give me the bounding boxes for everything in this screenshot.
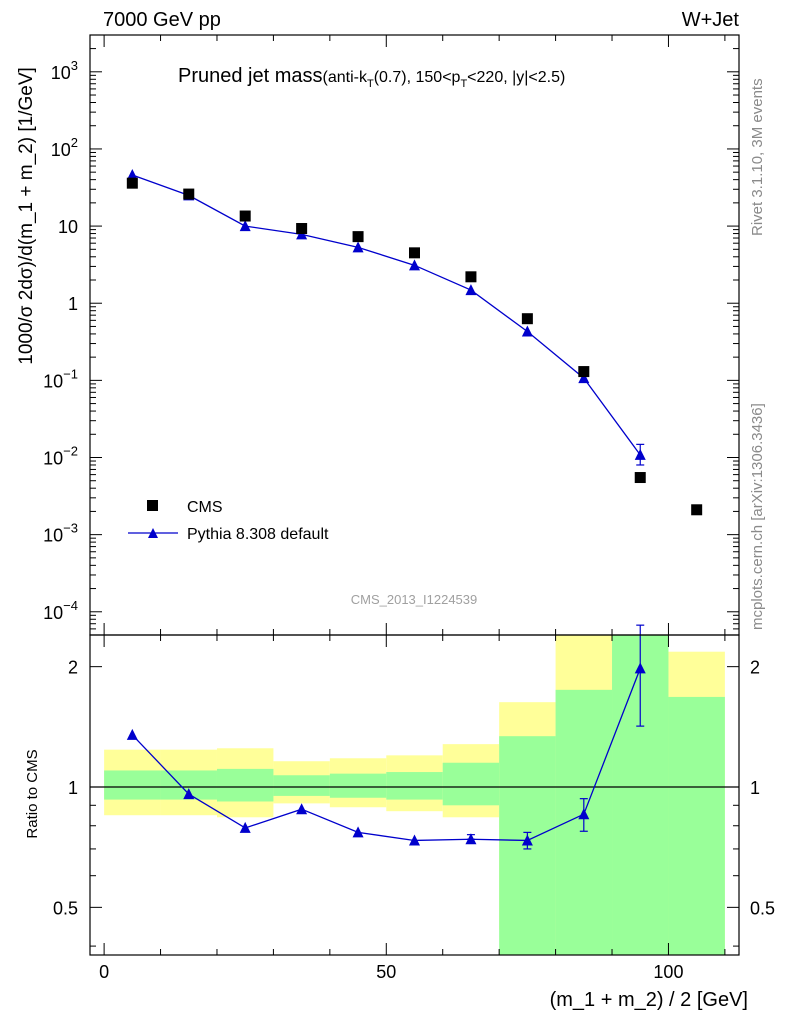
- ratio-pythia-point: [634, 662, 646, 674]
- ratio-panel-frame: [89, 634, 740, 956]
- cms-point: [465, 271, 477, 283]
- cms-point: [409, 247, 420, 259]
- ratio-y-tick-label-right: 0.5: [750, 898, 775, 918]
- cms-point: [352, 231, 364, 243]
- plot-title: Pruned jet mass(anti-kT(0.7), 150<pT<220…: [178, 65, 565, 90]
- ratio-pythia-point: [578, 808, 590, 820]
- pythia-point: [521, 325, 533, 337]
- x-tick-label: 100: [653, 962, 683, 982]
- main-y-tick-label-exponent: 3: [71, 58, 78, 73]
- ratio-y-tick-label-left: 1: [68, 778, 78, 798]
- main-y-tick-label-exponent: −3: [63, 521, 78, 536]
- main-y-tick-label: 10−4: [43, 598, 78, 623]
- main-y-tick-label: 1: [68, 294, 78, 314]
- mcplots-info: mcplots.cern.ch [arXiv:1306.3436]: [749, 403, 766, 630]
- analysis-watermark: CMS_2013_I1224539: [351, 592, 478, 607]
- main-y-tick-label-base: 10: [51, 63, 71, 83]
- energy-label: 7000 GeV pp: [103, 9, 221, 31]
- pythia-point: [239, 220, 251, 232]
- cms-point: [183, 188, 195, 200]
- ratio-pythia-point: [126, 728, 138, 740]
- main-y-tick-label: 10−2: [43, 444, 78, 469]
- cms-point: [634, 472, 646, 484]
- main-y-tick-label: 10−3: [43, 521, 78, 546]
- rivet-info: Rivet 3.1.10, 3M events: [749, 78, 766, 236]
- main-y-tick-label: 102: [51, 135, 78, 160]
- ratio-pythia-point: [296, 803, 308, 815]
- title-sub-b-sub: T: [460, 78, 467, 90]
- ratio-data-series: [126, 624, 646, 850]
- ratio-band-green: [442, 762, 500, 806]
- cms-point: [521, 313, 533, 325]
- title-sub-a: (anti-k: [323, 69, 368, 86]
- ratio-band-green: [386, 772, 443, 800]
- ratio-y-tick-label-left: 0.5: [53, 898, 78, 918]
- legend-pythia-label: Pythia 8.308 default: [187, 526, 329, 543]
- cms-point: [126, 177, 138, 189]
- cms-point: [578, 366, 590, 378]
- main-y-tick-label: 10: [58, 217, 78, 237]
- main-y-tick-label-base: 10: [43, 371, 63, 391]
- main-y-tick-label-base: 10: [43, 526, 63, 546]
- ratio-y-tick-label-right: 2: [750, 658, 760, 678]
- ratio-pythia-point: [239, 821, 251, 833]
- ratio-y-tick-label-left: 2: [68, 658, 78, 678]
- main-y-tick-label-exponent: 2: [71, 135, 78, 150]
- process-label: W+Jet: [682, 9, 740, 31]
- pythia-point: [409, 259, 420, 271]
- main-y-tick-label-exponent: −2: [63, 444, 78, 459]
- title-sub-b: (0.7), 150<p: [374, 69, 461, 86]
- title-sub-a-sub: T: [367, 78, 374, 90]
- pythia-line: [132, 174, 641, 456]
- ratio-pythia-point: [183, 788, 195, 800]
- pythia-point: [126, 168, 138, 180]
- pythia-point: [352, 241, 364, 253]
- main-y-tick-label-base: 10: [51, 140, 71, 160]
- ratio-band-green: [668, 696, 725, 955]
- legend-cms-marker: [147, 500, 158, 511]
- cms-point: [239, 210, 251, 222]
- ratio-band-green: [273, 775, 330, 796]
- title-main: Pruned jet mass: [178, 65, 323, 87]
- main-data-series: [126, 168, 703, 516]
- cms-point: [691, 504, 703, 516]
- x-tick-label: 0: [99, 962, 109, 982]
- pythia-point: [465, 284, 477, 296]
- main-y-tick-label: 103: [51, 58, 78, 83]
- ratio-axis-ticks: 0.5 0.5 1 1 2 2 0 50 100: [53, 635, 775, 982]
- main-y-axis-label: 1000/σ 2dσ)/d(m_1 + m_2) [1/GeV]: [16, 67, 37, 365]
- ratio-pythia-point: [409, 834, 420, 846]
- ratio-band-green: [104, 770, 161, 800]
- ratio-y-tick-label-right: 1: [750, 778, 760, 798]
- legend: CMS Pythia 8.308 default: [128, 499, 329, 543]
- pythia-point: [578, 372, 590, 384]
- x-axis-label: (m_1 + m_2) / 2 [GeV]: [550, 989, 748, 1011]
- main-y-tick-label: 10−1: [43, 366, 78, 391]
- main-y-tick-label-base: 10: [43, 449, 63, 469]
- ratio-uncertainty-bands: [90, 635, 739, 955]
- main-y-tick-label-exponent: −4: [63, 598, 78, 613]
- ratio-band-green: [329, 773, 387, 798]
- ratio-pythia-point: [521, 834, 533, 846]
- main-y-tick-label-base: 10: [43, 603, 63, 623]
- main-panel-frame: [89, 34, 740, 636]
- ratio-pythia-point: [465, 833, 477, 845]
- ratio-y-axis-label: Ratio to CMS: [24, 749, 41, 838]
- ratio-band-green: [216, 768, 274, 802]
- main-y-tick-label-exponent: −1: [63, 366, 78, 381]
- cms-point: [296, 223, 308, 235]
- ratio-pythia-point: [352, 826, 364, 838]
- ratio-pythia-line: [131, 668, 641, 842]
- legend-pythia-marker: [148, 528, 158, 538]
- legend-cms-label: CMS: [187, 499, 223, 516]
- x-tick-label: 50: [376, 962, 396, 982]
- pythia-point: [634, 448, 646, 460]
- title-sub-c: <220, |y|<2.5): [467, 69, 565, 86]
